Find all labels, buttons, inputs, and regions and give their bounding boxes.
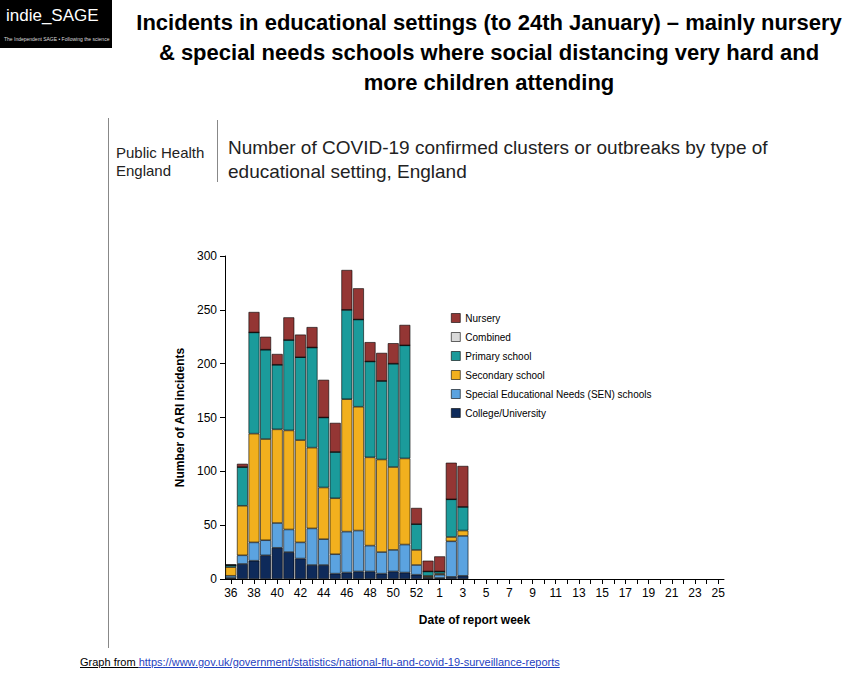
svg-text:44: 44 xyxy=(317,586,331,600)
svg-text:250: 250 xyxy=(197,303,217,317)
svg-text:38: 38 xyxy=(247,586,261,600)
svg-text:Date of report week: Date of report week xyxy=(419,613,531,627)
svg-text:Number of ARI incidents: Number of ARI incidents xyxy=(173,347,187,487)
svg-text:Secondary school: Secondary school xyxy=(465,370,545,381)
svg-text:13: 13 xyxy=(572,586,586,600)
svg-text:48: 48 xyxy=(363,586,377,600)
html-text:indie_SAGE: indie_SAGE xyxy=(6,6,99,25)
html-text:Graph from https://www.gov.uk/: Graph from https://www.gov.uk/government… xyxy=(80,656,560,668)
html-text:Public Health England: Public Health England xyxy=(116,144,205,179)
svg-text:11: 11 xyxy=(549,586,562,600)
svg-text:25: 25 xyxy=(712,586,726,600)
svg-text:19: 19 xyxy=(642,586,656,600)
svg-text:21: 21 xyxy=(665,586,679,600)
svg-text:15: 15 xyxy=(595,586,609,600)
html-text:Incidents in educational setti: Incidents in educational settings (to 24… xyxy=(136,10,842,95)
svg-text:36: 36 xyxy=(224,586,238,600)
svg-text:Combined: Combined xyxy=(465,332,511,343)
svg-text:3: 3 xyxy=(460,586,467,600)
svg-text:46: 46 xyxy=(340,586,354,600)
svg-text:23: 23 xyxy=(688,586,702,600)
svg-text:0: 0 xyxy=(210,572,217,586)
svg-text:College/University: College/University xyxy=(465,408,546,419)
svg-text:300: 300 xyxy=(197,249,217,263)
svg-text:100: 100 xyxy=(197,464,217,478)
svg-text:9: 9 xyxy=(529,586,536,600)
svg-text:150: 150 xyxy=(197,411,217,425)
svg-text:17: 17 xyxy=(619,586,633,600)
svg-text:Primary school: Primary school xyxy=(465,351,531,362)
svg-text:50: 50 xyxy=(387,586,401,600)
svg-text:52: 52 xyxy=(410,586,424,600)
svg-text:7: 7 xyxy=(506,586,513,600)
svg-text:42: 42 xyxy=(294,586,308,600)
html-text:The Independent SAGE • Followi: The Independent SAGE • Following the sci… xyxy=(4,36,110,42)
svg-text:200: 200 xyxy=(197,357,217,371)
svg-text:5: 5 xyxy=(483,586,490,600)
svg-text:50: 50 xyxy=(204,518,218,532)
svg-text:40: 40 xyxy=(271,586,285,600)
svg-text:1: 1 xyxy=(436,586,443,600)
svg-text:Nursery: Nursery xyxy=(465,313,500,324)
svg-text:Special Educational Needs (SEN: Special Educational Needs (SEN) schools xyxy=(465,389,651,400)
html-text:Number of COVID-19 confirmed c: Number of COVID-19 confirmed clusters or… xyxy=(228,137,768,182)
